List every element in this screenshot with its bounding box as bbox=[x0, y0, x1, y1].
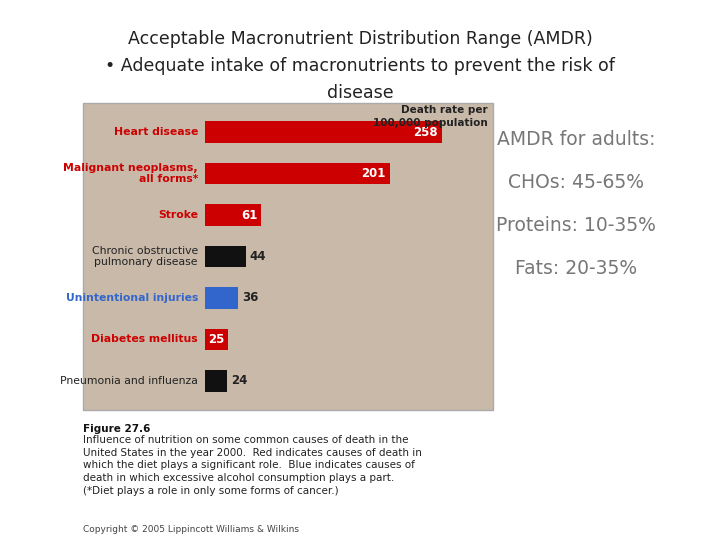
Bar bbox=[205, 370, 228, 392]
Text: Chronic obstructive
pulmonary disease: Chronic obstructive pulmonary disease bbox=[91, 246, 198, 267]
Text: Stroke: Stroke bbox=[158, 210, 198, 220]
Text: Death rate per
100,000 population: Death rate per 100,000 population bbox=[373, 105, 487, 127]
Text: Copyright © 2005 Lippincott Williams & Wilkins: Copyright © 2005 Lippincott Williams & W… bbox=[83, 524, 299, 534]
Text: 258: 258 bbox=[413, 126, 438, 139]
Text: 44: 44 bbox=[249, 250, 266, 263]
Text: disease: disease bbox=[327, 84, 393, 102]
Bar bbox=[205, 287, 238, 309]
Text: Malignant neoplasms,
all forms*: Malignant neoplasms, all forms* bbox=[63, 163, 198, 184]
Text: 25: 25 bbox=[208, 333, 225, 346]
Text: Fats: 20-35%: Fats: 20-35% bbox=[515, 259, 637, 278]
Bar bbox=[205, 163, 390, 185]
Text: Unintentional injuries: Unintentional injuries bbox=[66, 293, 198, 303]
Text: 201: 201 bbox=[361, 167, 386, 180]
Text: CHOs: 45-65%: CHOs: 45-65% bbox=[508, 173, 644, 192]
Text: Acceptable Macronutrient Distribution Range (AMDR): Acceptable Macronutrient Distribution Ra… bbox=[127, 30, 593, 48]
Text: Figure 27.6: Figure 27.6 bbox=[83, 424, 150, 434]
Text: Heart disease: Heart disease bbox=[114, 127, 198, 137]
Text: AMDR for adults:: AMDR for adults: bbox=[497, 130, 655, 148]
Bar bbox=[205, 122, 442, 143]
Text: 24: 24 bbox=[231, 374, 247, 387]
Text: Influence of nutrition on some common causes of death in the
United States in th: Influence of nutrition on some common ca… bbox=[83, 435, 422, 496]
Text: Proteins: 10-35%: Proteins: 10-35% bbox=[496, 216, 656, 235]
Bar bbox=[205, 246, 246, 267]
Bar bbox=[205, 328, 228, 350]
Bar bbox=[205, 204, 261, 226]
Text: Diabetes mellitus: Diabetes mellitus bbox=[91, 334, 198, 345]
Text: Pneumonia and influenza: Pneumonia and influenza bbox=[60, 376, 198, 386]
Text: 36: 36 bbox=[242, 292, 258, 305]
Text: • Adequate intake of macronutrients to prevent the risk of: • Adequate intake of macronutrients to p… bbox=[105, 57, 615, 75]
Text: 61: 61 bbox=[241, 208, 258, 221]
